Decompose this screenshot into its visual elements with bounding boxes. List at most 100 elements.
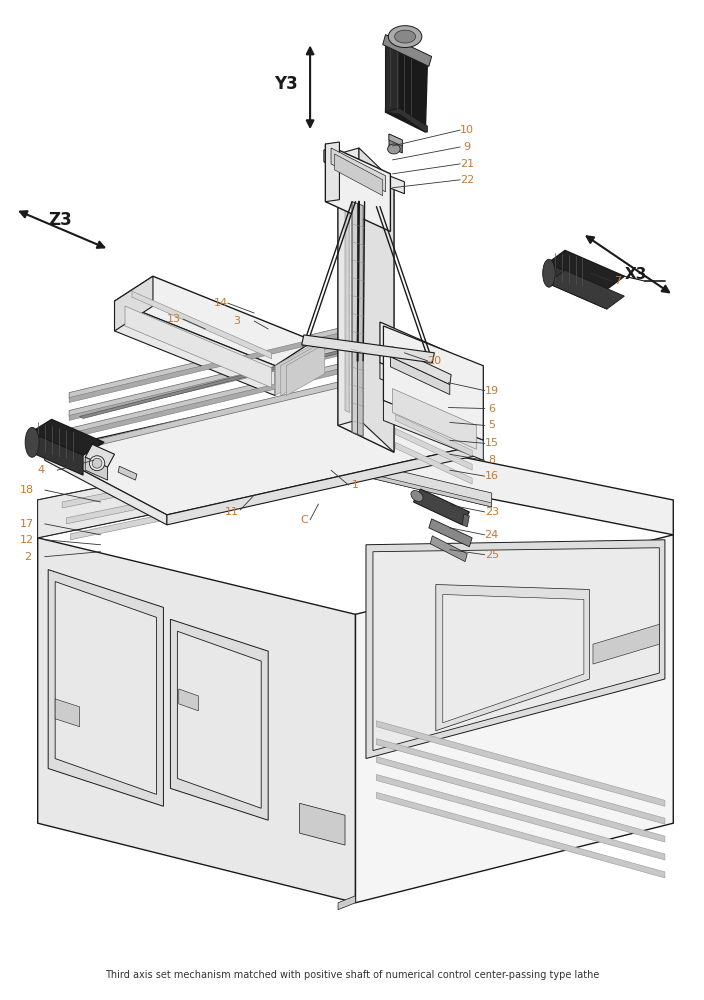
Polygon shape (356, 535, 673, 903)
Text: 9: 9 (464, 142, 471, 152)
Text: Third axis set mechanism matched with positive shaft of numerical control center: Third axis set mechanism matched with po… (105, 970, 599, 980)
Polygon shape (548, 270, 624, 309)
Polygon shape (325, 142, 339, 202)
Polygon shape (593, 624, 660, 664)
Polygon shape (69, 348, 352, 420)
Text: 6: 6 (488, 404, 495, 414)
Polygon shape (38, 435, 673, 538)
Text: 23: 23 (484, 507, 498, 517)
Polygon shape (115, 301, 275, 396)
Ellipse shape (92, 458, 102, 468)
Text: 1: 1 (352, 480, 359, 490)
Polygon shape (338, 148, 359, 425)
Polygon shape (377, 792, 665, 878)
Polygon shape (48, 570, 163, 806)
Polygon shape (391, 347, 451, 385)
Polygon shape (366, 540, 665, 759)
Polygon shape (377, 739, 665, 824)
Ellipse shape (395, 30, 415, 43)
Polygon shape (389, 134, 402, 146)
Text: 21: 21 (460, 159, 474, 169)
Polygon shape (125, 306, 272, 388)
Text: X3: X3 (625, 267, 648, 282)
Text: C: C (301, 515, 308, 525)
Polygon shape (383, 35, 432, 66)
Polygon shape (341, 368, 478, 447)
Text: 17: 17 (20, 519, 34, 529)
Ellipse shape (25, 427, 39, 457)
Polygon shape (338, 896, 356, 910)
Ellipse shape (543, 259, 555, 287)
Polygon shape (324, 148, 337, 162)
Polygon shape (386, 108, 427, 132)
Polygon shape (373, 548, 660, 751)
Polygon shape (31, 419, 104, 455)
Polygon shape (179, 689, 199, 711)
Polygon shape (380, 363, 457, 412)
Polygon shape (55, 582, 156, 794)
Ellipse shape (411, 491, 423, 502)
Text: 12: 12 (20, 535, 34, 545)
Polygon shape (341, 383, 478, 457)
Text: 3: 3 (233, 316, 240, 326)
Polygon shape (377, 774, 665, 860)
Polygon shape (281, 344, 319, 396)
Text: 22: 22 (460, 175, 474, 185)
Polygon shape (352, 202, 358, 434)
Text: 7: 7 (614, 276, 621, 286)
Polygon shape (302, 335, 434, 363)
Polygon shape (436, 585, 589, 731)
Polygon shape (177, 631, 261, 808)
Polygon shape (325, 144, 391, 232)
Polygon shape (396, 428, 472, 470)
Polygon shape (377, 721, 665, 806)
Text: 15: 15 (484, 438, 498, 448)
Text: 20: 20 (427, 356, 441, 366)
Polygon shape (353, 162, 358, 412)
Ellipse shape (388, 144, 400, 154)
Polygon shape (430, 536, 467, 562)
Polygon shape (132, 291, 272, 359)
Polygon shape (69, 366, 352, 438)
Polygon shape (62, 442, 356, 508)
Polygon shape (287, 344, 325, 396)
Polygon shape (396, 414, 472, 456)
Text: 2: 2 (24, 552, 31, 562)
Polygon shape (69, 361, 352, 434)
Text: 24: 24 (484, 530, 499, 540)
Polygon shape (396, 442, 472, 484)
Text: 5: 5 (488, 420, 495, 430)
Text: Y3: Y3 (274, 75, 298, 93)
Polygon shape (38, 435, 356, 538)
Polygon shape (70, 474, 356, 540)
Polygon shape (44, 450, 167, 525)
Polygon shape (85, 444, 115, 467)
Polygon shape (115, 276, 153, 331)
Polygon shape (300, 803, 345, 845)
Polygon shape (115, 276, 313, 366)
Polygon shape (429, 519, 472, 547)
Polygon shape (413, 489, 470, 525)
Polygon shape (384, 401, 484, 460)
Polygon shape (31, 432, 83, 475)
Polygon shape (167, 445, 478, 525)
Text: 10: 10 (460, 125, 474, 135)
Polygon shape (331, 148, 386, 192)
Polygon shape (380, 322, 457, 397)
Polygon shape (296, 446, 491, 507)
Text: 19: 19 (484, 386, 498, 396)
Text: 4: 4 (37, 465, 45, 475)
Polygon shape (345, 162, 349, 412)
Polygon shape (334, 154, 383, 196)
Polygon shape (55, 699, 80, 727)
Text: 16: 16 (484, 471, 498, 481)
Text: 8: 8 (488, 455, 495, 465)
Polygon shape (69, 379, 352, 452)
Polygon shape (324, 150, 404, 194)
Polygon shape (66, 458, 356, 524)
Polygon shape (80, 349, 348, 418)
Polygon shape (443, 594, 584, 723)
Polygon shape (359, 148, 394, 452)
Polygon shape (118, 466, 137, 480)
Polygon shape (69, 330, 352, 403)
